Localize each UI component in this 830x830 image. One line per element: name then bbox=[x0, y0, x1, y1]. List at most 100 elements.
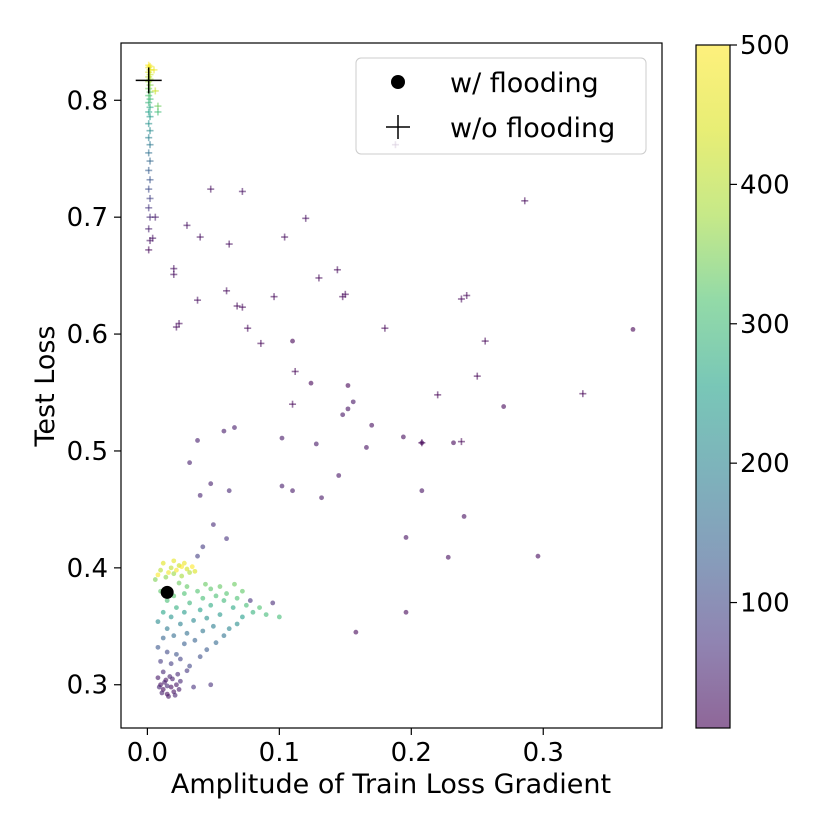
colorbar-tick-label: 100 bbox=[740, 589, 790, 619]
data-point-dot bbox=[200, 628, 206, 634]
data-point-dot bbox=[221, 428, 227, 434]
data-point-plus bbox=[154, 108, 162, 116]
colorbar-tick-label: 200 bbox=[740, 449, 790, 479]
data-point-dot bbox=[181, 560, 187, 566]
y-tick-label: 0.7 bbox=[67, 203, 108, 233]
data-point-dot bbox=[171, 571, 177, 577]
data-point-dot bbox=[187, 570, 193, 575]
data-point-plus bbox=[244, 324, 252, 332]
data-point-plus bbox=[333, 266, 341, 274]
data-point-dot bbox=[171, 633, 177, 639]
data-point-dot bbox=[187, 600, 193, 606]
data-point-plus bbox=[302, 214, 310, 222]
data-point-dot bbox=[181, 641, 187, 647]
data-point-dot bbox=[184, 630, 190, 636]
data-point-dot bbox=[290, 488, 295, 494]
data-point-dot bbox=[195, 588, 200, 594]
data-point-dot bbox=[155, 675, 161, 681]
legend: w/ flooding w/o flooding bbox=[355, 57, 647, 155]
data-point-dot bbox=[171, 558, 177, 564]
data-point-plus bbox=[233, 302, 241, 310]
data-point-plus bbox=[146, 157, 154, 165]
data-point-dot bbox=[247, 598, 253, 603]
data-point-dot bbox=[174, 567, 179, 573]
data-point-plus bbox=[145, 185, 153, 193]
colorbar-tick-label: 400 bbox=[740, 170, 790, 200]
data-point-plus bbox=[457, 438, 465, 446]
y-tick-label: 0.4 bbox=[67, 554, 108, 584]
data-point-dot bbox=[234, 595, 240, 601]
data-point-dot bbox=[630, 326, 636, 332]
data-point-plus bbox=[257, 339, 265, 347]
y-axis-title: Test Loss bbox=[30, 326, 61, 448]
data-point-dot bbox=[164, 683, 170, 689]
data-point-dot bbox=[226, 488, 232, 494]
data-point-dot bbox=[156, 684, 162, 690]
data-point-plus bbox=[146, 113, 154, 121]
data-point-dot bbox=[164, 649, 170, 655]
data-point-dot bbox=[208, 602, 214, 608]
data-point-dot bbox=[179, 564, 185, 570]
y-tick-label: 0.5 bbox=[67, 437, 108, 467]
data-point-plus bbox=[434, 391, 442, 399]
y-tick-label: 0.8 bbox=[67, 86, 108, 116]
data-point-dot bbox=[364, 445, 369, 450]
legend-label-flooding: w/ flooding bbox=[450, 68, 599, 99]
data-point-dot bbox=[174, 605, 179, 610]
data-point-plus bbox=[154, 102, 162, 110]
x-tick-label: 0.2 bbox=[391, 738, 432, 768]
data-point-plus bbox=[145, 204, 153, 212]
highlight-markers bbox=[135, 67, 174, 599]
legend-plus-marker bbox=[386, 115, 410, 139]
x-tick-label: 0.0 bbox=[127, 738, 168, 768]
data-point-dot bbox=[176, 580, 182, 586]
data-point-plus bbox=[146, 103, 154, 111]
data-point-dot bbox=[308, 380, 314, 386]
data-points bbox=[145, 61, 636, 699]
data-point-dot bbox=[232, 425, 237, 430]
data-point-dot bbox=[197, 492, 203, 498]
y-tick-label: 0.6 bbox=[67, 320, 108, 350]
data-point-dot bbox=[184, 668, 190, 674]
y-axis-ticks: 0.3 0.4 0.5 0.6 0.7 0.8 bbox=[67, 86, 121, 701]
data-point-plus bbox=[175, 320, 183, 328]
data-point-dot bbox=[192, 568, 198, 574]
data-point-plus bbox=[341, 290, 349, 298]
data-point-dot bbox=[501, 404, 507, 409]
data-point-dot bbox=[243, 602, 249, 608]
data-point-plus bbox=[183, 221, 191, 229]
data-point-dot bbox=[167, 674, 173, 679]
data-point-plus bbox=[473, 372, 481, 380]
data-point-plus bbox=[170, 265, 178, 273]
data-point-dot bbox=[234, 621, 240, 627]
data-point-dot bbox=[189, 564, 195, 570]
colorbar-ticks: 100 200 300 400 500 bbox=[730, 31, 790, 619]
data-point-dot bbox=[168, 614, 174, 620]
data-point-dot bbox=[340, 412, 346, 418]
data-point-dot bbox=[160, 635, 166, 641]
data-point-dot bbox=[451, 440, 456, 446]
data-point-plus bbox=[145, 166, 153, 174]
data-point-dot bbox=[204, 647, 210, 653]
data-point-plus bbox=[457, 295, 465, 303]
x-axis-ticks: 0.0 0.1 0.2 0.3 bbox=[127, 728, 564, 768]
data-point-plus bbox=[146, 88, 154, 96]
data-point-plus bbox=[151, 87, 159, 95]
data-point-dot bbox=[192, 637, 198, 643]
data-point-dot bbox=[191, 684, 196, 690]
data-point-plus bbox=[146, 81, 154, 89]
data-point-plus bbox=[270, 293, 278, 301]
data-point-plus bbox=[223, 287, 231, 295]
data-point-dot bbox=[445, 554, 451, 560]
data-point-dot bbox=[336, 473, 342, 478]
data-point-dot bbox=[197, 607, 203, 613]
data-point-dot bbox=[181, 609, 187, 615]
data-point-dot bbox=[403, 609, 409, 615]
data-point-dot bbox=[419, 488, 425, 494]
data-point-plus bbox=[146, 127, 154, 135]
data-point-dot bbox=[290, 338, 295, 344]
data-point-dot bbox=[172, 692, 178, 698]
data-point-plus bbox=[225, 240, 233, 248]
data-point-dot bbox=[181, 591, 187, 596]
data-point-plus bbox=[238, 303, 246, 311]
